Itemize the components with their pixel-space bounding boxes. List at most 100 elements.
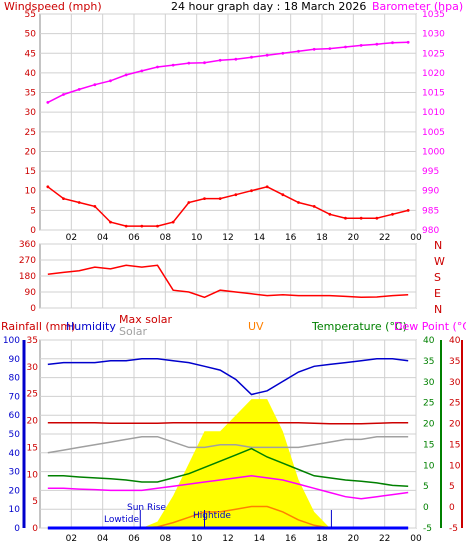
barometer-point xyxy=(187,61,191,65)
barometer-tick-label: 980 xyxy=(422,226,439,236)
barometer-tick-label: 1020 xyxy=(422,69,445,79)
barometer-axis-title: Barometer (hpa) xyxy=(372,0,463,13)
windspeed-axis-title: Windspeed (mph) xyxy=(4,0,102,13)
x-tick-label: 20 xyxy=(348,534,360,544)
barometer-point xyxy=(46,101,50,104)
grid-lines xyxy=(40,13,417,529)
temperature-tick-label: 25 xyxy=(423,399,434,409)
compass-letter-label: W xyxy=(434,255,445,268)
humidity-label: Humidity xyxy=(66,320,116,333)
dewpoint-tick-label: 20 xyxy=(449,420,461,430)
x-tick-label: 22 xyxy=(379,233,390,243)
windspeed-tick-label: 15 xyxy=(25,167,36,177)
max-solar-label: Max solar xyxy=(119,313,172,326)
windspeed-tick-label: 35 xyxy=(25,89,36,99)
windspeed-point xyxy=(312,205,316,208)
windspeed-point xyxy=(140,224,144,228)
barometer-point xyxy=(171,63,175,67)
barometer-line xyxy=(47,41,409,104)
windspeed-point xyxy=(187,201,191,204)
x-tick-label: 08 xyxy=(160,233,172,243)
x-tick-label: 04 xyxy=(97,534,109,544)
x-tick-label: 12 xyxy=(222,233,233,243)
barometer-point xyxy=(140,69,144,73)
barometer-point xyxy=(250,55,253,59)
windspeed-point xyxy=(171,220,175,224)
barometer-tick-label: 1035 xyxy=(422,10,445,20)
wind-direction-line xyxy=(47,264,409,299)
dew-point-label: Dew Point (°C) xyxy=(394,320,466,333)
barometer-point xyxy=(344,45,347,49)
rainfall-tick-label: 30 xyxy=(27,363,39,373)
barometer-tick-label: 1000 xyxy=(422,147,445,157)
x-tick-label: 06 xyxy=(128,233,140,243)
humidity-tick-label: 30 xyxy=(9,468,21,478)
barometer-tick-label: 1030 xyxy=(422,30,445,40)
temperature-tick-label: 10 xyxy=(423,461,435,471)
barometer-point xyxy=(124,73,128,77)
dewpoint-tick-label: 40 xyxy=(449,336,461,346)
rainfall-tick-label: 25 xyxy=(27,390,38,400)
barometer-tick-label: 1005 xyxy=(422,128,445,138)
barometer-tick-label: 990 xyxy=(422,187,439,197)
temperature-tick-label: -5 xyxy=(423,524,432,534)
windspeed-point xyxy=(62,197,65,201)
hightide-annotation: Hightide xyxy=(193,511,231,521)
humidity-line xyxy=(47,358,409,396)
x-tick-label: 14 xyxy=(254,233,266,243)
barometer-point xyxy=(109,79,112,83)
windspeed-point xyxy=(93,205,97,208)
x-tick-label: 12 xyxy=(222,534,233,544)
windspeed-point xyxy=(156,224,159,228)
windspeed-point xyxy=(250,189,253,193)
rainfall-tick-label: 5 xyxy=(32,497,38,507)
windspeed-tick-label: 40 xyxy=(25,69,37,79)
windspeed-point xyxy=(218,197,222,201)
temperature-tick-label: 0 xyxy=(423,503,429,513)
x-tick-label: 00 xyxy=(410,534,422,544)
barometer-point xyxy=(265,53,269,57)
windspeed-tick-label: 5 xyxy=(30,206,36,216)
direction-tick-label: 180 xyxy=(19,272,36,282)
temperature-tick-label: 35 xyxy=(423,357,434,367)
rainfall-tick-label: 35 xyxy=(27,336,38,346)
rainfall-label: Rainfall (mm) xyxy=(1,320,75,333)
compass-letter-label: N xyxy=(434,303,442,316)
direction-tick-label: 90 xyxy=(25,288,37,298)
barometer-point xyxy=(234,57,238,61)
x-tick-label: 08 xyxy=(160,534,172,544)
windspeed-tick-label: 50 xyxy=(25,30,37,40)
windspeed-tick-label: 25 xyxy=(25,128,36,138)
sunrise-annotation: Sun Rise xyxy=(127,503,166,513)
humidity-tick-label: 100 xyxy=(3,336,20,346)
x-tick-label: 10 xyxy=(191,534,203,544)
barometer-point xyxy=(156,65,159,69)
x-tick-label: 02 xyxy=(66,233,77,243)
solar-line xyxy=(47,435,409,454)
barometer-point xyxy=(297,49,300,53)
dew-point-c-line xyxy=(47,475,409,500)
x-tick-label: 02 xyxy=(66,534,77,544)
humidity-tick-label: 60 xyxy=(9,411,21,421)
x-tick-label: 18 xyxy=(316,233,328,243)
barometer-point xyxy=(62,93,65,96)
temperature-tick-label: 15 xyxy=(423,440,434,450)
dewpoint-tick-label: 5 xyxy=(449,482,455,492)
dewpoint-tick-label: 10 xyxy=(449,461,461,471)
compass-letter-label: E xyxy=(434,287,441,300)
compass-letter-label: N xyxy=(434,239,442,252)
x-tick-label: 06 xyxy=(128,534,140,544)
barometer-point xyxy=(77,88,81,91)
windspeed-tick-label: 55 xyxy=(25,10,36,20)
windspeed-tick-label: 45 xyxy=(25,49,36,59)
lowtide-annotation: Lowtide xyxy=(104,515,139,525)
humidity-tick-label: 80 xyxy=(9,374,21,384)
windspeed-point xyxy=(109,220,112,224)
barometer-point xyxy=(218,58,222,62)
temperature-label: Temperature (°C) xyxy=(311,320,407,333)
windspeed-tick-label: 20 xyxy=(25,147,37,157)
x-tick-label: 20 xyxy=(348,233,360,243)
windspeed-point xyxy=(375,216,379,220)
x-tick-label: 04 xyxy=(97,233,109,243)
